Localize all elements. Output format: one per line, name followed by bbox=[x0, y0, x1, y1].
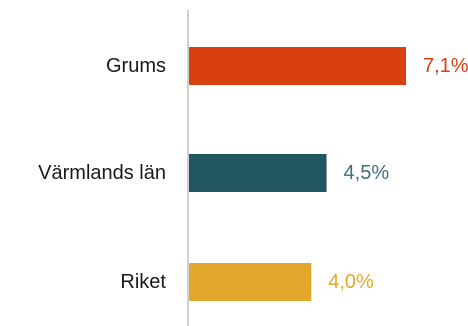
value-label: 7,1% bbox=[423, 55, 468, 77]
bar bbox=[189, 47, 406, 85]
category-label: Riket bbox=[120, 271, 166, 293]
bar bbox=[189, 154, 327, 192]
bars-group: Grums 7,1% Värmlands län 4,5% Riket 4,0% bbox=[38, 47, 468, 301]
category-label: Grums bbox=[106, 55, 166, 77]
value-label: 4,5% bbox=[344, 162, 390, 184]
bar bbox=[189, 263, 312, 301]
value-label: 4,0% bbox=[328, 271, 374, 293]
category-label: Värmlands län bbox=[38, 162, 166, 184]
